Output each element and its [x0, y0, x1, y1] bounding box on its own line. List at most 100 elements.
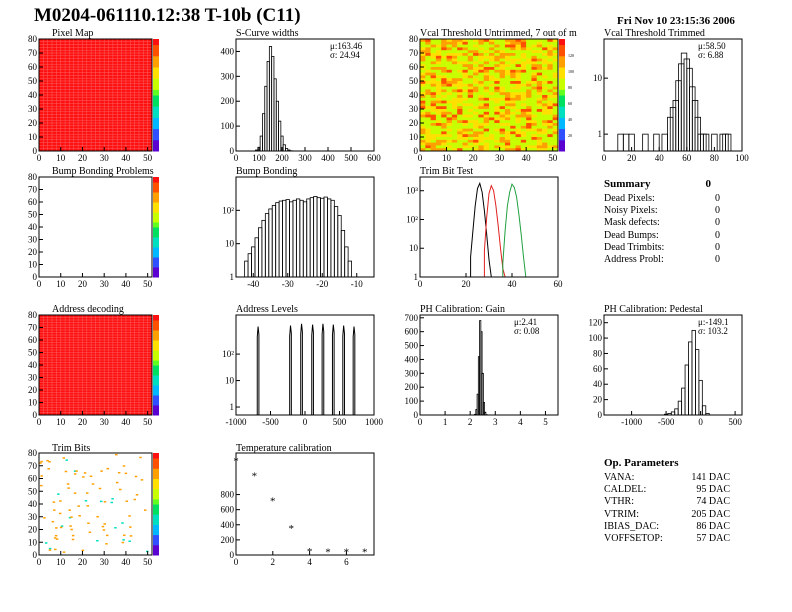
heatmap-cell: [73, 492, 77, 494]
heatmap-cell: [478, 50, 484, 54]
heatmap-cell: [489, 145, 495, 149]
histogram-bar: [331, 324, 335, 415]
heatmap-cell: [457, 128, 463, 132]
heatmap-cell: [552, 81, 559, 85]
heatmap-cell: [446, 95, 453, 99]
heatmap-cell: [119, 488, 122, 491]
color-scale-cell: [153, 177, 159, 183]
param-value: 57 DAC: [696, 532, 730, 544]
heatmap-cell: [510, 128, 516, 132]
heatmap-cell: [483, 137, 490, 141]
heatmap-cell: [547, 109, 553, 113]
heatmap-cell: [504, 47, 511, 51]
heatmap-cell: [536, 61, 543, 65]
heatmap-cell: [451, 148, 458, 152]
heatmap-cell: [531, 134, 538, 138]
heatmap-cell: [536, 44, 543, 48]
heatmap-cell: [462, 109, 469, 113]
heatmap-cell: [499, 67, 506, 71]
scatter-point: *: [325, 547, 331, 559]
heatmap-cell: [483, 148, 490, 152]
x-tick-label: 40: [121, 279, 131, 289]
color-scale-cell: [153, 473, 159, 479]
heatmap-cell: [473, 123, 479, 127]
heatmap-cell: [435, 50, 442, 54]
heatmap-cell: [467, 148, 474, 152]
heatmap-cell: [552, 95, 559, 99]
heatmap-cell: [451, 58, 458, 62]
heatmap-cell: [520, 75, 527, 79]
heatmap-cell: [451, 117, 458, 121]
heatmap-cell: [430, 39, 437, 43]
heatmap-cell: [526, 120, 532, 124]
heatmap-cell: [526, 92, 532, 96]
histogram-bar: [247, 253, 252, 278]
heatmap-cell: [494, 106, 500, 110]
heatmap-cell: [473, 148, 479, 152]
y-tick-label: 100: [221, 121, 235, 131]
heatmap-cell: [531, 97, 538, 101]
histogram-bar: [653, 133, 660, 152]
heatmap-cell: [542, 137, 548, 141]
address-decoding-title: Address decoding: [52, 304, 124, 315]
heatmap-cell: [54, 534, 58, 537]
heatmap-cell: [536, 95, 543, 99]
heatmap-cell: [462, 106, 469, 110]
color-scale-cell: [153, 242, 159, 248]
x-tick-label: 2: [271, 557, 276, 567]
heatmap-cell: [510, 123, 516, 127]
heatmap-cell: [494, 123, 500, 127]
heatmap-cell: [134, 475, 138, 478]
heatmap-cell: [483, 114, 490, 118]
plot-frame: [603, 314, 743, 416]
heatmap-cell: [435, 44, 442, 48]
heatmap-cell: [473, 41, 479, 45]
x-tick-label: -500: [262, 417, 279, 427]
heatmap-cell: [520, 97, 527, 101]
heatmap-cell: [473, 114, 479, 118]
heatmap-cell: [457, 44, 463, 48]
heatmap-cell: [547, 95, 553, 99]
heatmap-cell: [494, 47, 500, 51]
histogram-bar: [681, 387, 686, 416]
heatmap-cell: [552, 64, 559, 68]
heatmap-cell: [494, 114, 500, 118]
heatmap-cell: [494, 139, 500, 143]
heatmap-cell: [499, 109, 506, 113]
heatmap-cell: [542, 81, 548, 85]
heatmap-cell: [425, 111, 431, 115]
heatmap-cell: [125, 500, 129, 502]
heatmap-cell: [467, 97, 474, 101]
heatmap-cell: [457, 103, 463, 107]
heatmap-cell: [489, 117, 495, 121]
heatmap-cell: [515, 145, 522, 149]
heatmap-cell: [483, 106, 490, 110]
heatmap-cell: [536, 111, 543, 115]
heatmap-cell: [69, 525, 72, 527]
heatmap-cell: [520, 139, 527, 143]
heatmap-cell: [515, 58, 522, 62]
heatmap-cell: [494, 128, 500, 132]
heatmap-cell: [473, 145, 479, 149]
heatmap-cell: [425, 83, 431, 87]
heatmap-cell: [420, 41, 426, 45]
heatmap-cell: [425, 61, 431, 65]
heatmap-cell: [531, 111, 538, 115]
heatmap-cell: [420, 64, 426, 68]
color-scale-cell: [153, 498, 159, 505]
y-tick-label: 40: [28, 90, 38, 100]
heatmap-cell: [52, 501, 56, 503]
heatmap-cell: [451, 44, 458, 48]
heatmap-cell: [420, 61, 426, 65]
heatmap-cell: [67, 487, 70, 489]
x-tick-label: 200: [275, 153, 289, 163]
color-scale-cell: [153, 207, 159, 213]
scurve-title: S-Curve widths: [236, 28, 299, 39]
heatmap-cell: [531, 78, 538, 82]
heatmap-cell: [430, 131, 437, 135]
heatmap-cell: [542, 78, 548, 82]
y-tick-label: 10: [409, 132, 419, 142]
heatmap-cell: [451, 145, 458, 149]
heatmap-cell: [420, 103, 426, 107]
color-scale-cell: [153, 524, 159, 530]
